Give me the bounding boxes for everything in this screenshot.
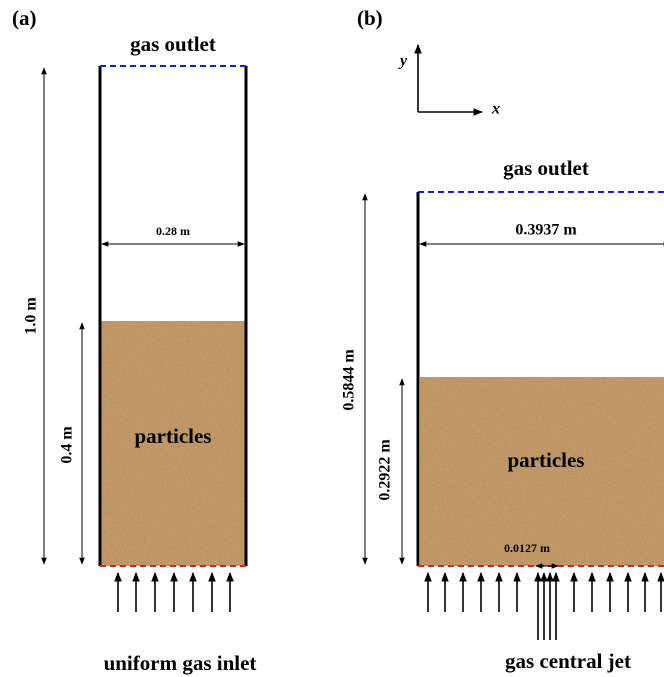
axis-label: y <box>398 53 408 70</box>
bed-height-label: 0.2922 m <box>377 439 394 501</box>
width-label: 0.3937 m <box>515 222 577 239</box>
inlet-label: uniform gas inlet <box>104 651 257 675</box>
axis-label: x <box>491 101 500 118</box>
inlet-label: gas central jet <box>505 649 631 673</box>
inlet-arrows <box>428 573 661 640</box>
height-label: 1.0 m <box>23 297 40 335</box>
panel-label: (b) <box>357 6 383 30</box>
panel-b: (b) y x gas outlet 0.3937 m 0.5844 m 0.2… <box>341 6 664 673</box>
bed-height-label: 0.4 m <box>59 426 76 464</box>
width-label: 0.28 m <box>156 224 190 238</box>
diagram: (a) gas outlet 0.28 m 1.0 m 0.4 m partic… <box>0 0 664 677</box>
height-label: 0.5844 m <box>341 349 358 411</box>
jet-width-label: 0.0127 m <box>504 541 550 555</box>
outlet-label: gas outlet <box>130 32 216 56</box>
outlet-label: gas outlet <box>503 156 589 180</box>
panel-label: (a) <box>12 6 37 30</box>
particles-label: particles <box>508 448 585 472</box>
panel-a: (a) gas outlet 0.28 m 1.0 m 0.4 m partic… <box>12 6 256 675</box>
inlet-arrows <box>118 573 230 612</box>
particles-label: particles <box>135 424 212 448</box>
